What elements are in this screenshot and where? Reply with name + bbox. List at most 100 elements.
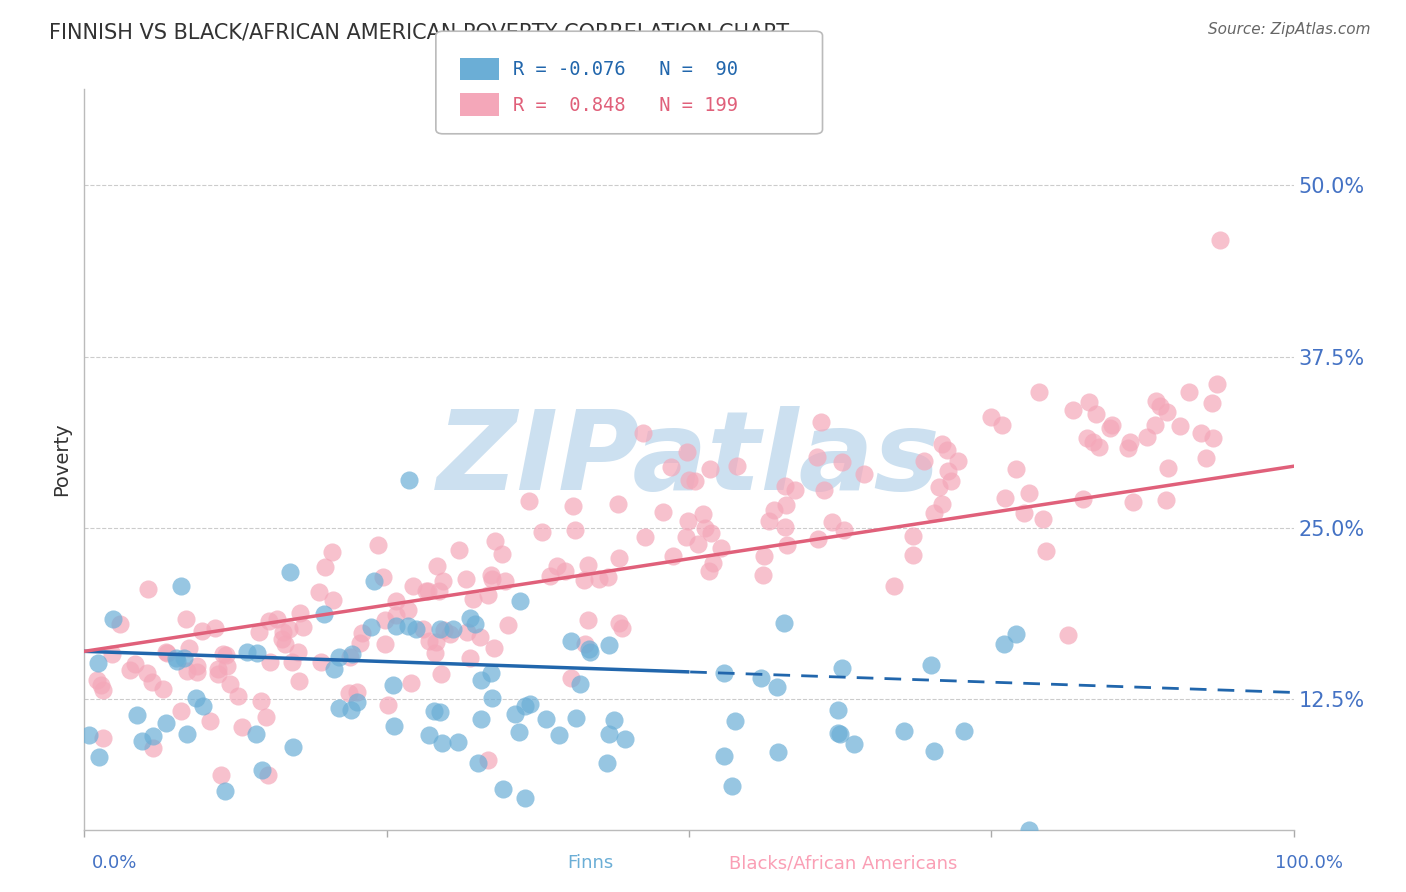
Point (374, 637, 396, 651)
Text: 0.0%: 0.0% (91, 855, 136, 872)
Point (612, 621, 634, 635)
Point (323, 662, 346, 676)
Point (1012, 506, 1035, 520)
Point (402, 579, 425, 593)
Point (339, 650, 361, 665)
Point (953, 723, 976, 738)
Point (200, 714, 222, 728)
Point (259, 655, 281, 669)
Point (429, 706, 451, 720)
Point (231, 720, 253, 734)
Point (479, 665, 502, 680)
Point (432, 624, 454, 638)
Point (207, 666, 229, 681)
Point (513, 791, 536, 805)
Point (245, 646, 267, 660)
Point (785, 483, 807, 498)
Point (1122, 495, 1144, 509)
Point (186, 665, 208, 680)
Point (207, 662, 229, 676)
Point (166, 654, 188, 668)
Point (283, 739, 305, 754)
Point (509, 594, 531, 608)
Point (724, 714, 747, 729)
Point (994, 491, 1017, 506)
Text: R = -0.076   N =  90: R = -0.076 N = 90 (513, 60, 738, 79)
Point (603, 713, 626, 727)
Point (155, 645, 177, 659)
Point (1088, 440, 1111, 454)
Point (519, 697, 541, 711)
Point (1178, 384, 1201, 399)
Point (1018, 486, 1040, 500)
Point (87, 749, 110, 764)
Point (912, 453, 935, 467)
Point (236, 644, 259, 658)
Point (574, 637, 596, 651)
Point (377, 698, 399, 712)
Point (659, 460, 682, 475)
Text: Finns: Finns (568, 855, 613, 872)
Point (991, 417, 1014, 432)
Point (607, 497, 630, 511)
Point (412, 622, 434, 636)
Point (156, 646, 179, 660)
Point (492, 781, 515, 796)
Point (77, 728, 100, 742)
Point (938, 464, 960, 478)
Point (1085, 407, 1108, 421)
Point (758, 514, 780, 528)
Point (142, 729, 165, 743)
Point (427, 584, 450, 599)
Point (1077, 395, 1099, 409)
Point (596, 756, 619, 770)
Point (831, 455, 853, 469)
Point (807, 532, 830, 546)
Point (893, 723, 915, 738)
Point (713, 749, 735, 764)
Point (540, 569, 562, 583)
Point (675, 530, 697, 544)
Point (346, 695, 368, 709)
Point (496, 618, 519, 632)
Text: ZIPatlas: ZIPatlas (437, 406, 941, 513)
Point (176, 727, 198, 741)
Point (517, 494, 540, 508)
Point (481, 690, 503, 705)
Point (1201, 396, 1223, 410)
Point (651, 505, 673, 519)
Point (980, 410, 1002, 425)
Point (607, 615, 630, 630)
Point (928, 480, 950, 494)
Point (90, 677, 112, 691)
Point (314, 560, 336, 574)
Point (1035, 543, 1057, 558)
Point (775, 519, 797, 533)
Point (447, 735, 470, 749)
Point (1018, 822, 1040, 837)
Point (382, 678, 405, 692)
Point (425, 634, 447, 648)
Point (903, 529, 925, 543)
Point (382, 719, 405, 733)
Point (494, 574, 516, 588)
Point (1119, 435, 1142, 450)
Point (1209, 233, 1232, 247)
Point (337, 686, 360, 700)
Point (844, 737, 866, 751)
Point (931, 437, 953, 451)
Y-axis label: Poverty: Poverty (52, 423, 72, 496)
Point (184, 690, 207, 705)
Point (430, 736, 453, 750)
Point (250, 763, 273, 777)
Point (247, 625, 270, 640)
Point (572, 573, 595, 587)
Point (1116, 441, 1139, 455)
Point (1157, 461, 1180, 475)
Point (676, 444, 699, 458)
Point (685, 474, 707, 488)
Point (922, 743, 945, 757)
Point (1071, 491, 1094, 506)
Point (515, 698, 537, 713)
Point (215, 659, 238, 673)
